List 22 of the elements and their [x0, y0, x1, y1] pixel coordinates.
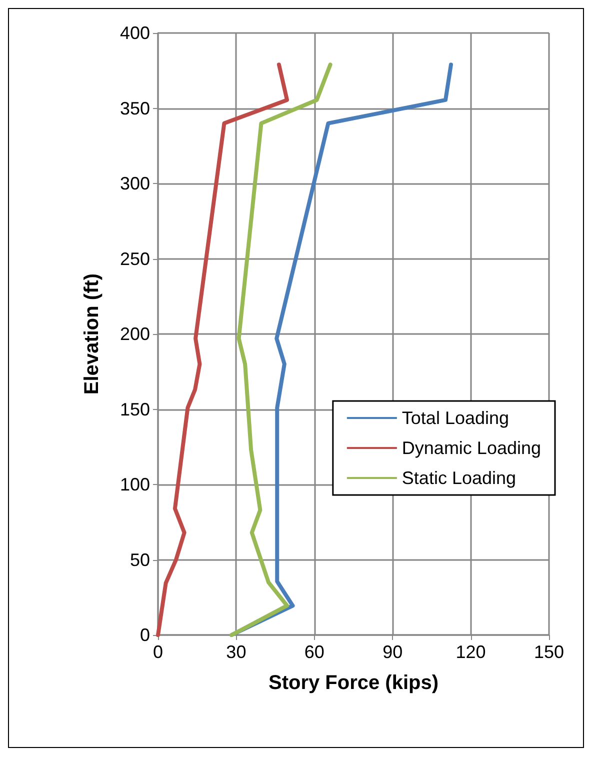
x-tick-label: 150 [534, 642, 564, 662]
y-tick-label: 350 [120, 98, 150, 118]
x-axis-title: Story Force (kips) [268, 672, 439, 694]
line-series [156, 62, 290, 637]
line-series [230, 62, 332, 637]
y-axis-title: Elevation (ft) [81, 273, 103, 395]
y-tick-label: 300 [120, 174, 150, 194]
y-tick-label: 400 [120, 23, 150, 43]
legend-label: Total Loading [402, 408, 510, 428]
legend-label: Dynamic Loading [402, 438, 541, 458]
y-tick-label: 200 [120, 324, 150, 344]
y-tick-label: 150 [120, 399, 150, 420]
y-tick-label: 100 [120, 474, 150, 494]
x-tick-label: 90 [382, 642, 403, 662]
x-tick-label: 0 [152, 642, 164, 662]
y-tick-label: 250 [120, 248, 150, 269]
x-tick-label: 120 [456, 642, 486, 662]
legend-label: Static Loading [402, 468, 516, 488]
y-tick-label: 50 [130, 550, 150, 570]
y-tick-label: 0 [140, 625, 150, 645]
x-tick-label: 30 [226, 642, 246, 662]
x-tick-label: 60 [304, 642, 324, 662]
